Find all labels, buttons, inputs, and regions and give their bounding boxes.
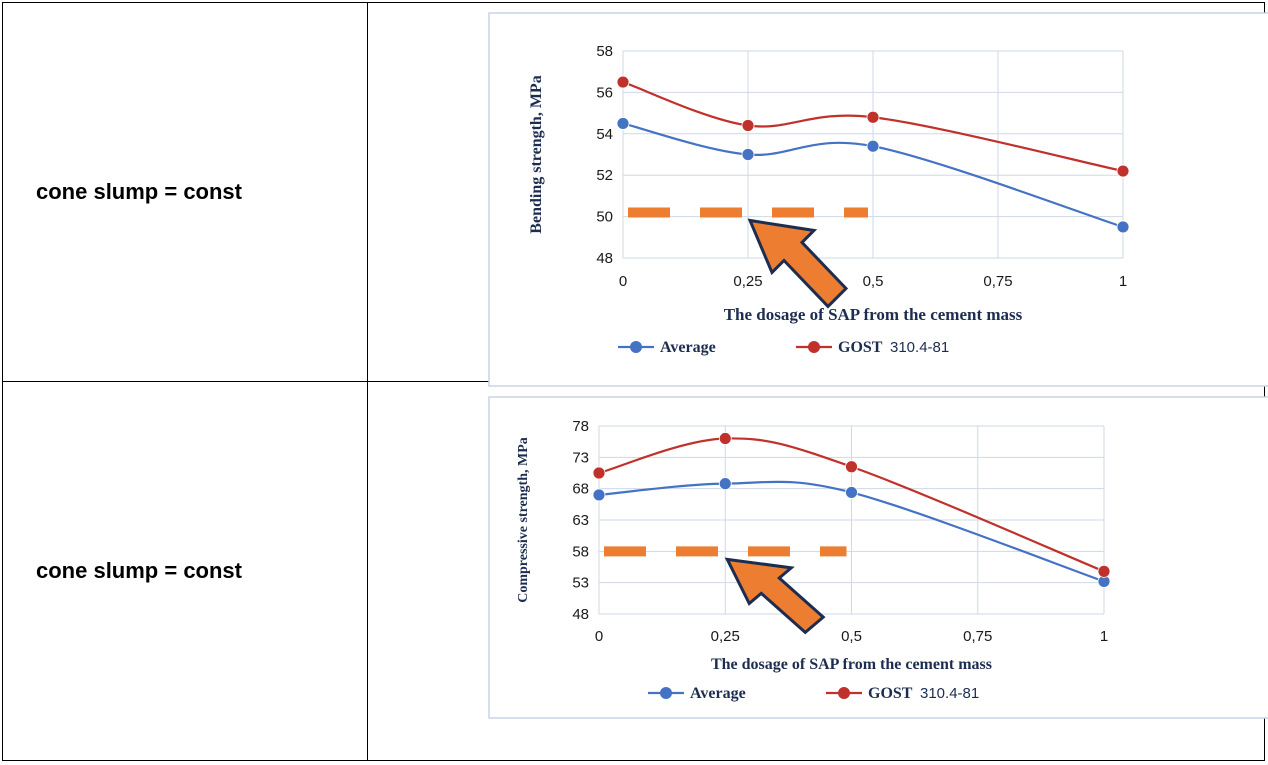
legend-label: Average: [690, 685, 746, 702]
data-point: [718, 477, 732, 491]
label-cell: cone slump = const: [2, 2, 368, 382]
y-tick-label: 52: [596, 167, 613, 184]
y-axis-title: Compressive strength, MPa: [516, 437, 531, 603]
arrow-annotation: [724, 557, 826, 635]
table-row: cone slump = const 48 53 58 63 68 73 78 0 0,25 0,…: [2, 381, 1268, 761]
series-line: [622, 122, 1124, 228]
table-row: cone slump = const 48 50 52 54 56 58 0 0,25 0,5 0…: [2, 2, 1268, 387]
data-point: [866, 139, 880, 153]
data-point: [741, 148, 755, 161]
y-tick-label: 53: [572, 575, 589, 592]
x-tick-label: 0: [619, 273, 627, 290]
x-axis-title: The dosage of SAP from the cement mass: [724, 305, 1023, 324]
x-tick-label: 1: [1119, 273, 1127, 290]
chart-frame: [488, 12, 1268, 387]
legend-marker: [660, 687, 672, 699]
data-point: [845, 460, 858, 474]
bending-strength-chart: 48 50 52 54 56 58 0 0,25 0,5 0,75 1 The dosage of S…: [488, 12, 1268, 387]
data-point: [718, 432, 732, 445]
x-tick-label: 0,75: [983, 273, 1012, 290]
row-label: cone slump = const: [36, 179, 242, 204]
y-tick-label: 48: [572, 606, 589, 623]
x-tick-label: 0: [595, 628, 603, 645]
x-tick-label: 0,25: [711, 628, 740, 645]
y-tick-label: 68: [572, 481, 589, 498]
data-point: [866, 110, 880, 124]
legend-label: Average: [660, 339, 716, 356]
legend-suffix: 310.4-81: [890, 339, 949, 356]
chart-cell: 48 50 52 54 56 58 0 0,25 0,5 0,75 1 The dosage of S…: [367, 2, 1268, 387]
y-axis-title: Bending strength, MPa: [528, 75, 545, 233]
compressive-strength-chart: 48 53 58 63 68 73 78 0 0,25 0,5 0,75 1 The dosage of…: [488, 396, 1268, 719]
x-tick-label: 0,5: [841, 628, 862, 645]
y-tick-label: 73: [572, 449, 589, 466]
data-point: [592, 466, 606, 480]
data-point: [1116, 164, 1130, 178]
legend-marker: [808, 341, 820, 353]
x-tick-label: 0,75: [963, 628, 992, 645]
series-line: [598, 437, 1105, 573]
chart-cell: 48 53 58 63 68 73 78 0 0,25 0,5 0,75 1 The dosage of…: [367, 381, 1268, 761]
y-tick-label: 54: [596, 126, 613, 143]
y-tick-label: 58: [572, 543, 589, 560]
row-label: cone slump = const: [36, 558, 242, 583]
data-point: [1116, 220, 1130, 234]
y-tick-label: 78: [572, 418, 589, 435]
legend-label: GOST: [868, 685, 913, 702]
data-point: [616, 117, 630, 130]
y-tick-label: 63: [572, 512, 589, 529]
y-tick-label: 48: [596, 250, 613, 267]
arrow-annotation: [747, 218, 849, 309]
legend-suffix: 310.4-81: [920, 685, 979, 702]
legend-marker: [838, 687, 850, 699]
x-tick-label: 0,5: [863, 273, 884, 290]
data-point: [845, 486, 858, 499]
legend-marker: [630, 341, 642, 353]
data-point: [616, 75, 630, 89]
label-cell: cone slump = const: [2, 381, 368, 761]
series-line: [622, 81, 1124, 173]
series-line: [598, 480, 1105, 583]
x-axis-title: The dosage of SAP from the cement mass: [711, 656, 992, 673]
chart-frame: [488, 396, 1268, 719]
y-tick-label: 58: [596, 43, 613, 60]
legend-label: GOST: [838, 339, 883, 356]
y-tick-label: 56: [596, 84, 613, 101]
data-point: [1097, 564, 1111, 578]
x-tick-label: 0,25: [733, 273, 762, 290]
data-point: [592, 488, 606, 502]
data-point: [741, 119, 755, 132]
x-tick-label: 1: [1100, 628, 1108, 645]
y-tick-label: 50: [596, 209, 613, 226]
